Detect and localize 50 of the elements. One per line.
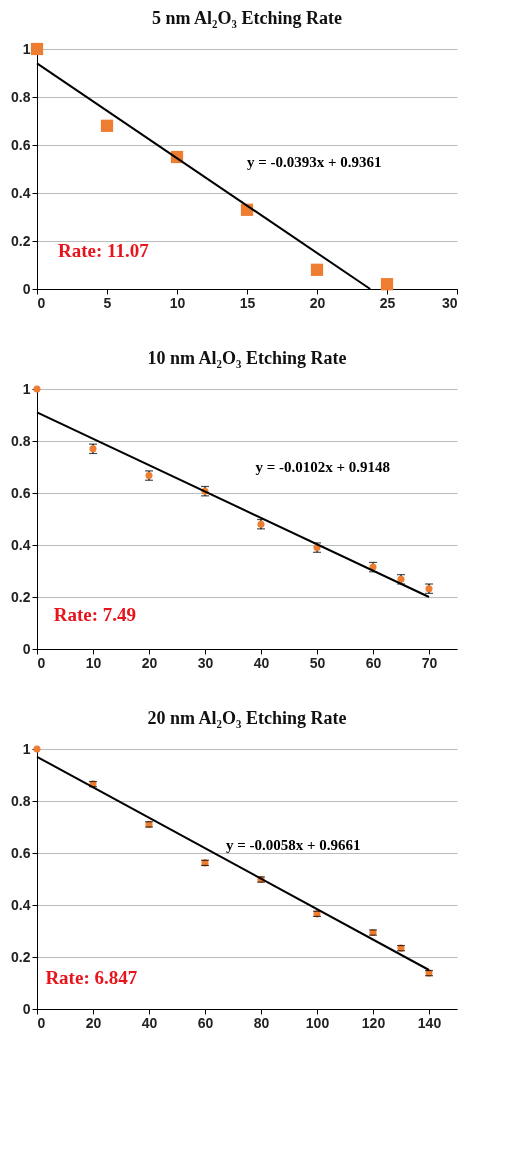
x-tick-label: 120 xyxy=(361,1014,386,1031)
y-tick-label: 1 xyxy=(22,740,31,757)
y-tick-label: 0.8 xyxy=(11,792,31,809)
annotation: Rate: 11.07 xyxy=(58,239,150,261)
y-tick-label: 0.6 xyxy=(11,484,31,501)
y-tick-label: 0.4 xyxy=(11,184,31,201)
y-tick-label: 0.6 xyxy=(11,136,31,153)
y-tick-label: 0.6 xyxy=(11,844,31,861)
chart-title: 20 nm Al₂O₃ Etching Rate xyxy=(147,708,347,728)
x-tick-label: 80 xyxy=(253,1014,270,1031)
x-tick-label: 0 xyxy=(37,294,46,311)
x-tick-label: 25 xyxy=(379,294,396,311)
x-tick-label: 60 xyxy=(365,654,382,671)
x-tick-label: 10 xyxy=(169,294,186,311)
x-tick-label: 50 xyxy=(309,654,326,671)
annotation: y = -0.0393x + 0.9361 xyxy=(247,153,382,170)
x-tick-label: 20 xyxy=(85,1014,102,1031)
annotation: Rate: 7.49 xyxy=(53,604,137,626)
y-tick-label: 0.8 xyxy=(11,432,31,449)
x-tick-label: 40 xyxy=(141,1014,158,1031)
y-tick-label: 1 xyxy=(22,40,31,57)
chart-title: 10 nm Al₂O₃ Etching Rate xyxy=(147,348,347,368)
x-tick-label: 70 xyxy=(421,654,438,671)
x-tick-label: 10 xyxy=(85,654,102,671)
y-tick-label: 0.8 xyxy=(11,88,31,105)
y-tick-label: 0.2 xyxy=(11,588,31,605)
y-tick-label: 0 xyxy=(22,1000,31,1017)
x-tick-label: 15 xyxy=(239,294,256,311)
x-tick-label: 40 xyxy=(253,654,270,671)
x-tick-label: 20 xyxy=(309,294,326,311)
y-tick-label: 0.4 xyxy=(11,536,31,553)
x-tick-label: 30 xyxy=(197,654,214,671)
x-tick-label: 100 xyxy=(305,1014,330,1031)
x-tick-label: 140 xyxy=(417,1014,442,1031)
y-tick-label: 1 xyxy=(22,380,31,397)
y-tick-label: 0 xyxy=(22,640,31,657)
y-tick-label: 0 xyxy=(22,280,31,297)
y-tick-label: 0.4 xyxy=(11,896,31,913)
x-tick-label: 0 xyxy=(37,654,46,671)
annotation: y = -0.0058x + 0.9661 xyxy=(226,837,361,854)
annotation: y = -0.0102x + 0.9148 xyxy=(255,459,390,475)
chart-title: 5 nm Al₂O₃ Etching Rate xyxy=(152,8,342,28)
x-tick-label: 0 xyxy=(37,1014,46,1031)
x-tick-label: 60 xyxy=(197,1014,214,1031)
y-tick-label: 0.2 xyxy=(11,232,31,249)
annotation: Rate: 6.847 xyxy=(45,966,138,988)
x-tick-label: 30 xyxy=(441,294,458,311)
x-tick-label: 20 xyxy=(141,654,158,671)
x-tick-label: 5 xyxy=(103,294,112,311)
y-tick-label: 0.2 xyxy=(11,948,31,965)
